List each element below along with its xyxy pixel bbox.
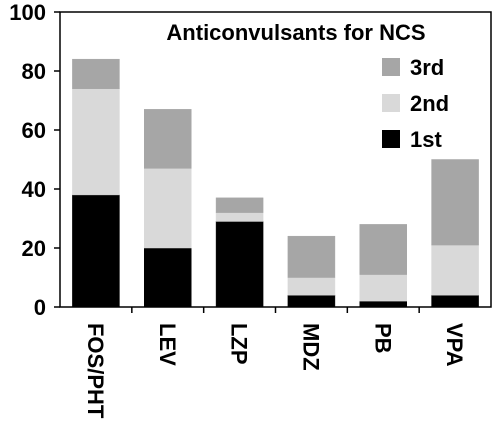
x-category-label: LEV bbox=[155, 323, 180, 366]
legend-swatch-3rd bbox=[382, 58, 400, 76]
plot-area-frame bbox=[59, 11, 492, 308]
bar-segment-3rd-lzp bbox=[215, 197, 264, 213]
bar-segment-2nd-lev bbox=[144, 168, 192, 249]
y-tick-label: 0 bbox=[34, 295, 46, 320]
x-category-label: VPA bbox=[442, 323, 467, 367]
bar-segment-3rd-lev bbox=[144, 109, 192, 169]
legend-label-3rd: 3rd bbox=[410, 55, 444, 80]
bars-group bbox=[72, 58, 479, 308]
x-category-label: MDZ bbox=[298, 323, 323, 371]
legend-label-1st: 1st bbox=[410, 127, 442, 152]
bar-segment-3rd-pb bbox=[359, 224, 407, 275]
y-tick-label: 100 bbox=[9, 0, 46, 25]
bar-segment-1st-lzp bbox=[215, 221, 264, 308]
bar-segment-3rd-fos-pht bbox=[72, 58, 120, 89]
legend-swatch-1st bbox=[382, 130, 400, 148]
y-axis: 0 20 40 60 80 100 bbox=[9, 0, 60, 320]
bar-segment-2nd-fos-pht bbox=[72, 88, 120, 196]
chart-title: Anticonvulsants for NCS bbox=[166, 20, 425, 45]
x-axis: FOS/PHT LEV LZP MDZ PB VPA bbox=[83, 307, 467, 419]
x-category-label: LZP bbox=[227, 323, 252, 365]
bar-segment-2nd-pb bbox=[359, 274, 407, 302]
y-tick-label: 20 bbox=[22, 236, 46, 261]
y-tick-label: 40 bbox=[22, 177, 46, 202]
bar-segment-1st-pb bbox=[359, 300, 407, 308]
bar-segment-2nd-mdz bbox=[287, 277, 336, 296]
bar-segment-2nd-lzp bbox=[215, 212, 264, 222]
x-category-label: FOS/PHT bbox=[83, 323, 108, 419]
x-category-label: PB bbox=[370, 323, 395, 354]
bar-segment-3rd-mdz bbox=[287, 235, 336, 278]
y-tick-label: 60 bbox=[22, 118, 46, 143]
legend: 3rd 2nd 1st bbox=[382, 55, 449, 152]
bar-segment-1st-mdz bbox=[287, 294, 336, 308]
bar-segment-1st-vpa bbox=[431, 294, 479, 308]
bar-segment-1st-fos-pht bbox=[72, 194, 120, 308]
bar-segment-3rd-vpa bbox=[431, 159, 479, 246]
bar-segment-2nd-vpa bbox=[431, 244, 479, 296]
y-tick-label: 80 bbox=[22, 59, 46, 84]
bar-segment-1st-lev bbox=[144, 247, 192, 308]
legend-label-2nd: 2nd bbox=[410, 91, 449, 116]
legend-swatch-2nd bbox=[382, 94, 400, 112]
